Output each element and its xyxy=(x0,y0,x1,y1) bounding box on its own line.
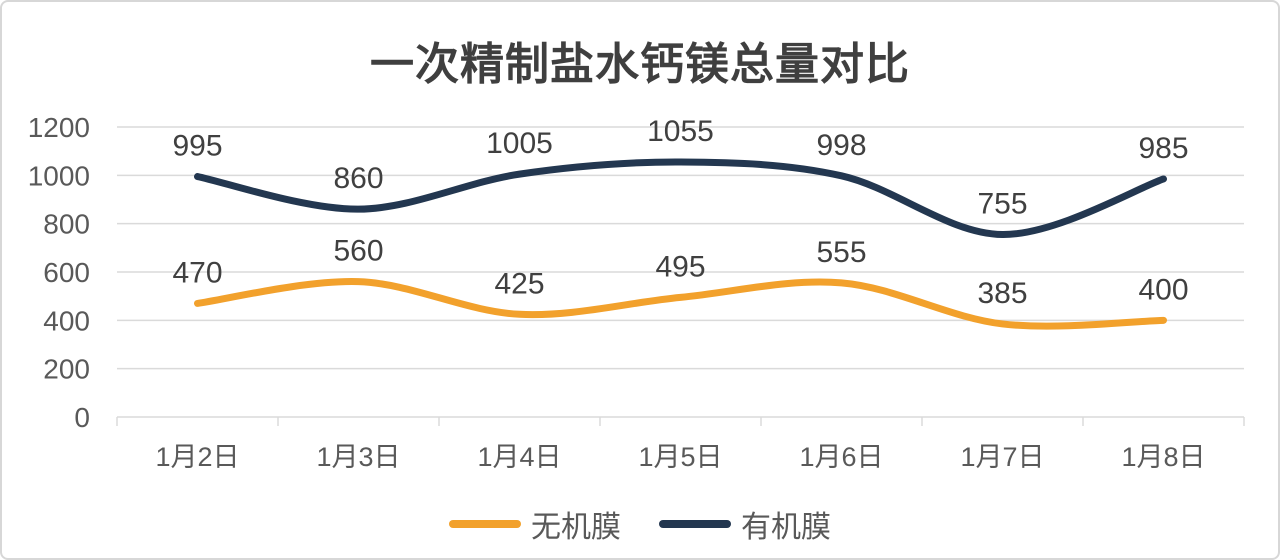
y-axis-tick-label: 800 xyxy=(43,209,90,240)
data-label: 470 xyxy=(172,256,222,289)
x-axis-tick-label: 1月5日 xyxy=(638,442,722,472)
series-line-0 xyxy=(194,278,1167,330)
y-axis-tick-label: 1200 xyxy=(28,112,90,143)
y-axis-tick-label: 1000 xyxy=(28,160,90,191)
legend-label: 有机膜 xyxy=(741,511,831,544)
legend-item-1: 有机膜 xyxy=(659,502,831,546)
legend-label: 无机膜 xyxy=(531,511,621,544)
data-label: 560 xyxy=(333,235,383,268)
x-axis-tick-label: 1月6日 xyxy=(799,442,883,472)
x-axis-tick-label: 1月7日 xyxy=(960,442,1044,472)
x-axis-tick-label: 1月4日 xyxy=(477,442,561,472)
series-line-1 xyxy=(194,158,1167,239)
x-axis-tick-label: 1月3日 xyxy=(316,442,400,472)
y-axis-tick-label: 600 xyxy=(43,257,90,288)
data-label: 755 xyxy=(977,188,1027,221)
data-label: 425 xyxy=(494,267,544,300)
chart-title: 一次精制盐水钙镁总量对比 xyxy=(370,40,910,89)
data-label: 555 xyxy=(816,236,866,269)
x-axis-tick-label: 1月2日 xyxy=(155,442,239,472)
legend-line-swatch xyxy=(449,520,521,528)
legend-line-swatch xyxy=(659,520,731,528)
y-axis-tick-label: 200 xyxy=(43,354,90,385)
y-axis-tick-label: 400 xyxy=(43,305,90,336)
data-label: 1055 xyxy=(647,115,714,148)
data-label: 998 xyxy=(816,129,866,162)
data-label: 385 xyxy=(977,277,1027,310)
data-label: 1005 xyxy=(486,127,553,160)
chart-legend: 无机膜 有机膜 xyxy=(2,502,1278,546)
x-axis-tick-label: 1月8日 xyxy=(1121,442,1205,472)
data-label: 985 xyxy=(1138,132,1188,165)
legend-item-0: 无机膜 xyxy=(449,502,621,546)
data-label: 860 xyxy=(333,162,383,195)
data-label: 995 xyxy=(172,130,222,163)
data-label: 400 xyxy=(1138,273,1188,306)
y-axis-tick-label: 0 xyxy=(74,402,90,433)
data-label: 495 xyxy=(655,250,705,283)
